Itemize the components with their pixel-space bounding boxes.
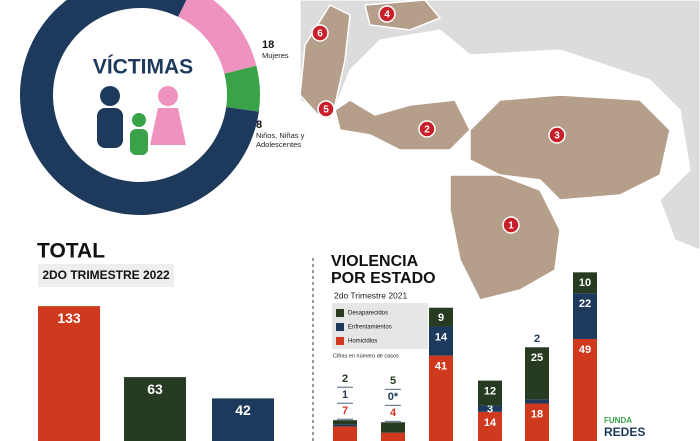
map-marker xyxy=(418,120,436,138)
bar xyxy=(38,306,100,441)
bar-segment xyxy=(429,326,453,356)
bar-segment xyxy=(381,432,405,441)
legend-swatch xyxy=(336,309,344,317)
bar-segment xyxy=(429,307,453,327)
bar-segment xyxy=(478,380,502,406)
segment-value-label: 14 xyxy=(435,331,448,343)
logo-line2: REDES xyxy=(604,425,645,439)
legend-label: Homicidios xyxy=(348,339,377,345)
segment-value-label: 2 xyxy=(342,373,348,385)
bar-segment xyxy=(381,422,405,433)
map-marker-label: 3 xyxy=(554,131,560,142)
segment-value-label: 25 xyxy=(531,352,543,364)
map-marker xyxy=(311,24,329,42)
bar xyxy=(212,398,274,441)
bar-value-label: 63 xyxy=(147,381,163,397)
bar-segment xyxy=(333,426,357,441)
donut-segment xyxy=(19,0,259,215)
segment-value-label: 9 xyxy=(438,312,444,324)
bar-value-label: 133 xyxy=(57,310,81,326)
map-marker xyxy=(502,216,520,234)
note: Cifras en número de casos xyxy=(333,353,399,359)
map xyxy=(299,0,700,301)
segment-value-label: 22 xyxy=(579,298,591,310)
map-marker-label: 5 xyxy=(323,105,329,116)
logo-line1: FUNDA xyxy=(604,416,632,425)
donut-value-label: 18 xyxy=(262,39,274,51)
donut-name-box: Niños, Niñas y Adolescentes xyxy=(256,131,305,149)
legend-box xyxy=(332,303,428,349)
segment-value-label: 10 xyxy=(579,277,591,289)
stacked-title-box: VIOLENCIA POR ESTADO xyxy=(331,253,436,287)
bar-value-label: 42 xyxy=(235,402,251,418)
segment-value-label: 4 xyxy=(390,407,397,419)
map-marker xyxy=(378,5,396,23)
donut-segment xyxy=(224,65,260,112)
donut-name-box: Mujeres xyxy=(262,51,289,60)
segment-value-label: 41 xyxy=(435,361,447,373)
segment-value-label: 0* xyxy=(388,391,399,403)
donut-value-label: 8 xyxy=(256,119,262,131)
subtitle-box xyxy=(38,264,174,287)
map-marker-label: 4 xyxy=(384,10,390,21)
total-title: TOTAL xyxy=(37,240,105,263)
segment-value-label: 12 xyxy=(484,386,496,398)
bar-segment xyxy=(429,355,453,441)
legend-swatch xyxy=(336,337,344,345)
legend-label: Desaparecidos xyxy=(348,311,388,317)
donut-name: Niños, Niñas y Adolescentes xyxy=(256,131,305,149)
map-marker-label: 1 xyxy=(508,221,514,232)
segment-value-label: 14 xyxy=(484,417,497,429)
bar-segment xyxy=(333,424,357,427)
stacked-title: VIOLENCIA POR ESTADO xyxy=(331,253,436,287)
segment-value-label: 49 xyxy=(579,344,591,356)
bar-segment xyxy=(525,347,549,400)
segment-value-label: 2 xyxy=(534,333,540,345)
map-marker-label: 6 xyxy=(317,29,323,40)
legend-label: Enfrentamientos xyxy=(348,325,392,331)
bar-segment xyxy=(573,293,597,339)
legend-swatch xyxy=(336,323,344,331)
bar-segment xyxy=(573,338,597,441)
donut-segment xyxy=(178,0,257,74)
segment-value-label: 1 xyxy=(342,389,348,401)
bar-segment xyxy=(333,420,357,425)
donut-title: VÍCTIMAS xyxy=(93,56,193,79)
segment-value-label: 18 xyxy=(531,408,543,420)
map-marker-label: 2 xyxy=(424,125,430,136)
bar-segment xyxy=(478,411,502,441)
bar-segment xyxy=(525,403,549,441)
people-icon xyxy=(97,86,186,155)
donut-name: Mujeres xyxy=(262,51,289,60)
total-subtitle: 2DO TRIMESTRE 2022 xyxy=(42,268,170,282)
segment-value-label: 5 xyxy=(390,375,396,387)
bar xyxy=(124,377,186,441)
stacked-subtitle: 2do Trimestre 2021 xyxy=(334,290,408,300)
segment-value-label: 3 xyxy=(487,404,493,416)
map-marker xyxy=(317,100,335,118)
bar-segment xyxy=(573,272,597,294)
map-marker xyxy=(548,126,566,144)
bar-segment xyxy=(478,405,502,412)
segment-value-label: 7 xyxy=(342,405,348,417)
bar-segment xyxy=(525,399,549,404)
